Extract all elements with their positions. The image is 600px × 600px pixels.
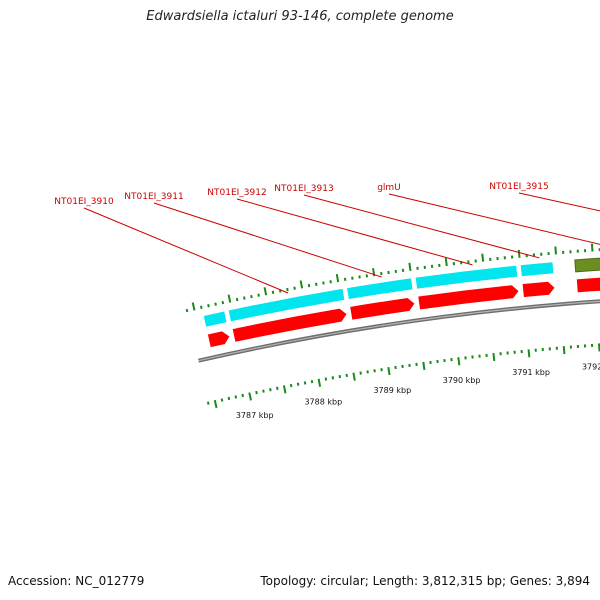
scale-label: 3788 kbp bbox=[304, 397, 342, 406]
inner-tick bbox=[345, 373, 348, 378]
outer-tick bbox=[243, 296, 246, 300]
backbone-highlight bbox=[198, 300, 600, 362]
outer-tick bbox=[517, 249, 521, 258]
outer-tick bbox=[207, 304, 210, 308]
gene-label-leader bbox=[518, 192, 600, 212]
inner-tick bbox=[303, 381, 307, 385]
inner-tick bbox=[296, 382, 300, 386]
gene-label: glmU bbox=[377, 183, 401, 193]
cds-forward-arrow bbox=[575, 276, 600, 294]
genome-stats-text: Topology: circular; Length: 3,812,315 bp… bbox=[260, 574, 590, 588]
hit-track bbox=[202, 257, 600, 328]
blast-hit-block bbox=[345, 277, 414, 301]
cds-forward-arrow bbox=[521, 280, 556, 299]
cds-forward-arrow bbox=[417, 284, 520, 311]
inner-tick bbox=[492, 352, 496, 362]
outer-tick bbox=[227, 294, 232, 303]
inner-tick bbox=[324, 377, 328, 381]
gene-label-leader bbox=[388, 193, 600, 245]
outer-tick bbox=[250, 294, 253, 299]
inner-tick bbox=[562, 346, 566, 355]
outer-ticks bbox=[185, 243, 600, 313]
gene-label-leader bbox=[236, 198, 473, 266]
inner-tick bbox=[289, 383, 293, 388]
cds-forward-arrow bbox=[206, 330, 231, 349]
inner-tick bbox=[234, 395, 238, 399]
scale-label: 3791 kbp bbox=[512, 368, 550, 377]
scale-label: 3789 kbp bbox=[373, 386, 411, 395]
outer-tick bbox=[314, 282, 318, 286]
outer-tick bbox=[191, 302, 196, 311]
inner-tick bbox=[422, 361, 426, 371]
outer-tick bbox=[286, 287, 289, 292]
gene-label: NT01EI_3913 bbox=[274, 184, 333, 194]
inner-tick bbox=[269, 388, 272, 392]
gene-label-leader bbox=[153, 202, 382, 278]
inner-tick bbox=[213, 399, 218, 409]
blast-hit-block bbox=[414, 264, 519, 290]
outer-tick bbox=[221, 300, 225, 305]
outer-tick bbox=[481, 253, 485, 262]
outer-tick bbox=[335, 273, 340, 283]
cds-forward-arrow bbox=[349, 296, 416, 321]
blast-hit-block bbox=[519, 261, 555, 278]
gene-label: NT01EI_3912 bbox=[207, 188, 266, 198]
outer-tick bbox=[293, 286, 296, 290]
outer-tick bbox=[263, 287, 268, 296]
olive-feature-block bbox=[574, 257, 600, 273]
outer-tick bbox=[322, 281, 325, 285]
inner-tick bbox=[282, 385, 287, 394]
inner-tick bbox=[276, 386, 279, 390]
backbone bbox=[198, 299, 600, 363]
inner-tick bbox=[527, 349, 531, 358]
gene-label: NT01EI_3911 bbox=[124, 192, 183, 202]
scale-label: 3787 kbp bbox=[236, 411, 274, 420]
inner-tick bbox=[262, 389, 265, 393]
inner-tick bbox=[331, 376, 335, 380]
inner-tick bbox=[457, 357, 461, 366]
blast-hit-block bbox=[227, 287, 346, 323]
outer-tick bbox=[444, 257, 448, 267]
gene-labels: NT01EI_3910 NT01EI_3911 NT01EI_3912 NT01EI_… bbox=[54, 182, 600, 294]
map-title: Edwardsiella ictaluri 93-146, complete g… bbox=[146, 9, 454, 24]
scale-labels: 3787 kbp 3788 kbp 3789 kbp 3790 kbp 3791 kbp… bbox=[236, 362, 600, 420]
inner-tick bbox=[255, 390, 258, 395]
outer-tick bbox=[408, 262, 412, 271]
gene-label-leader bbox=[83, 207, 289, 294]
outer-tick bbox=[554, 246, 557, 255]
outer-tick bbox=[271, 290, 275, 294]
inner-tick bbox=[248, 392, 252, 401]
inner-ticks bbox=[206, 343, 600, 409]
cds-track bbox=[206, 276, 600, 349]
outer-tick bbox=[299, 280, 304, 289]
inner-tick bbox=[227, 396, 231, 401]
inner-tick bbox=[220, 398, 224, 402]
inner-tick bbox=[597, 343, 600, 352]
blast-hit-block bbox=[202, 310, 228, 328]
inner-tick bbox=[352, 372, 356, 381]
inner-tick bbox=[387, 366, 391, 376]
gene-label: NT01EI_3910 bbox=[54, 197, 114, 207]
gene-label: NT01EI_3915 bbox=[489, 182, 548, 192]
inner-tick bbox=[310, 379, 314, 384]
outer-tick bbox=[185, 308, 189, 313]
outer-tick bbox=[214, 302, 217, 306]
outer-tick bbox=[200, 305, 203, 309]
inner-tick bbox=[317, 378, 322, 387]
gene-label-leader bbox=[303, 194, 540, 259]
scale-label: 3792 kbp bbox=[582, 362, 600, 371]
outer-tick bbox=[235, 297, 239, 302]
cds-forward-arrow bbox=[231, 307, 348, 344]
scale-label: 3790 kbp bbox=[443, 376, 481, 385]
inner-tick bbox=[338, 374, 342, 379]
outer-tick bbox=[329, 280, 332, 284]
outer-tick bbox=[307, 283, 311, 288]
accession-text: Accession: NC_012779 bbox=[8, 574, 145, 588]
inner-tick bbox=[206, 401, 210, 405]
inner-tick bbox=[241, 393, 245, 398]
outer-tick bbox=[257, 293, 260, 297]
outer-tick bbox=[590, 243, 594, 252]
